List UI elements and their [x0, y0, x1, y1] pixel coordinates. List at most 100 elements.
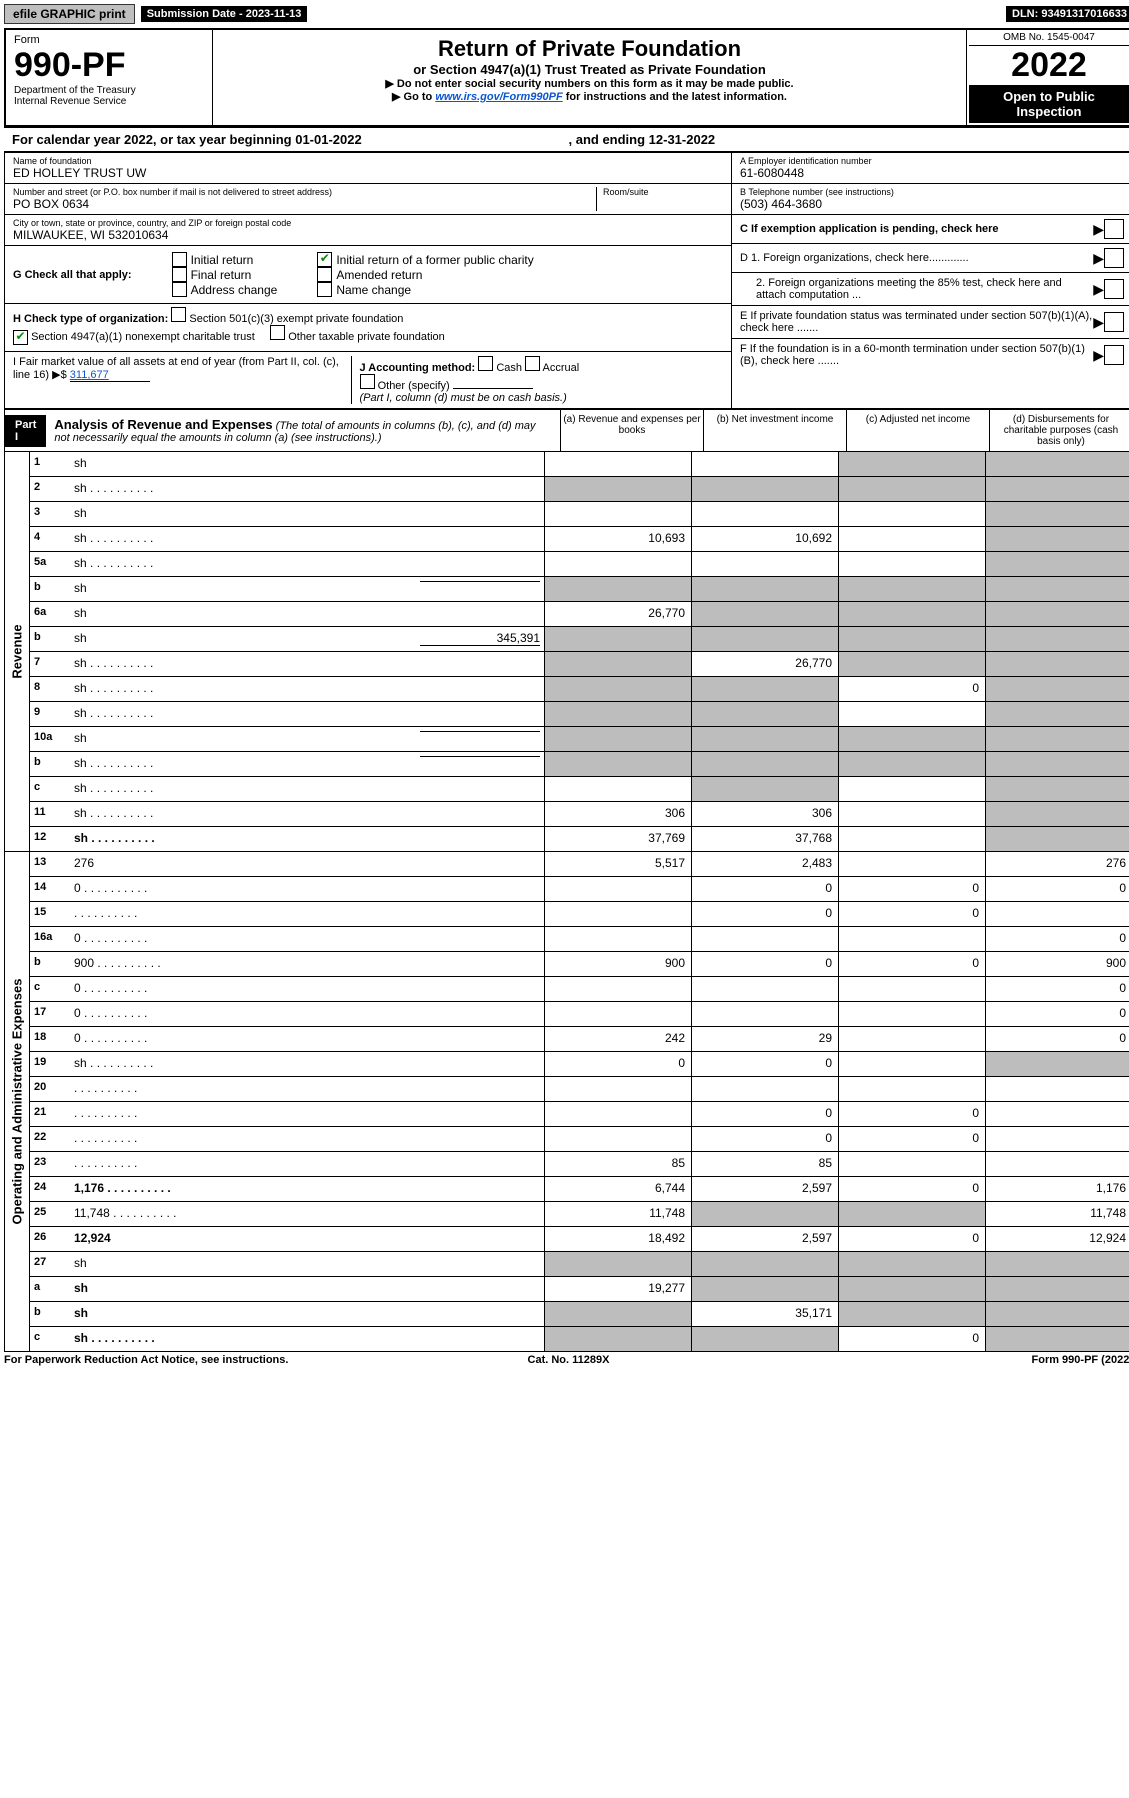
instructions-link[interactable]: www.irs.gov/Form990PF: [435, 91, 562, 103]
value-cell-a: [544, 552, 691, 576]
address-change-checkbox[interactable]: [172, 282, 187, 297]
instruction-1: ▶ Do not enter social security numbers o…: [219, 77, 960, 90]
value-cell-a: 10,693: [544, 527, 691, 551]
name-change-checkbox[interactable]: [317, 282, 332, 297]
accrual-checkbox[interactable]: [525, 356, 540, 371]
line-number: 5a: [30, 552, 70, 576]
table-row: 5ash: [30, 551, 1129, 576]
line-number: b: [30, 752, 70, 776]
amended-return-checkbox[interactable]: [317, 267, 332, 282]
line-description: [70, 1152, 544, 1176]
line-description: sh: [70, 527, 544, 551]
4947-checkbox[interactable]: ✔: [13, 330, 28, 345]
value-cell-a: 19,277: [544, 1277, 691, 1301]
line-number: 6a: [30, 602, 70, 626]
line-number: 17: [30, 1002, 70, 1026]
table-row: 2100: [30, 1101, 1129, 1126]
value-cell-a: [544, 1252, 691, 1276]
line-number: 7: [30, 652, 70, 676]
value-cell-d: 0: [985, 927, 1129, 951]
section-d2: 2. Foreign organizations meeting the 85%…: [732, 273, 1129, 306]
value-cell-a: [544, 977, 691, 1001]
table-row: 8sh0: [30, 676, 1129, 701]
value-cell-c: [838, 977, 985, 1001]
line-number: 9: [30, 702, 70, 726]
section-c: C If exemption application is pending, c…: [732, 215, 1129, 244]
value-cell-a: 18,492: [544, 1227, 691, 1251]
value-cell-b: [691, 1327, 838, 1351]
value-cell-a: 242: [544, 1027, 691, 1051]
value-cell-a: [544, 627, 691, 651]
value-cell-b: 29: [691, 1027, 838, 1051]
initial-return-checkbox[interactable]: [172, 252, 187, 267]
omb-number: OMB No. 1545-0047: [969, 32, 1129, 46]
table-row: 9sh: [30, 701, 1129, 726]
final-return-checkbox[interactable]: [172, 267, 187, 282]
value-cell-a: [544, 502, 691, 526]
value-cell-a: [544, 702, 691, 726]
line-number: 11: [30, 802, 70, 826]
foreign-85-checkbox[interactable]: [1104, 279, 1124, 299]
section-e: E If private foundation status was termi…: [732, 306, 1129, 339]
501c3-checkbox[interactable]: [171, 307, 186, 322]
line-number: b: [30, 577, 70, 601]
table-row: 19sh00: [30, 1051, 1129, 1076]
line-description: [70, 1077, 544, 1101]
value-cell-d: [985, 1252, 1129, 1276]
line-number: 18: [30, 1027, 70, 1051]
cash-checkbox[interactable]: [478, 356, 493, 371]
table-row: 238585: [30, 1151, 1129, 1176]
line-description: sh: [70, 602, 544, 626]
terminated-checkbox[interactable]: [1104, 312, 1124, 332]
value-cell-d: [985, 1077, 1129, 1101]
initial-former-checkbox[interactable]: ✔: [317, 252, 332, 267]
value-cell-b: [691, 752, 838, 776]
value-cell-d: 0: [985, 1027, 1129, 1051]
exemption-pending-checkbox[interactable]: [1104, 219, 1124, 239]
value-cell-d: [985, 452, 1129, 476]
line-number: 27: [30, 1252, 70, 1276]
value-cell-d: [985, 477, 1129, 501]
60month-checkbox[interactable]: [1104, 345, 1124, 365]
value-cell-a: [544, 677, 691, 701]
expenses-side-label: Operating and Administrative Expenses: [5, 852, 30, 1351]
value-cell-b: 37,768: [691, 827, 838, 851]
value-cell-c: [838, 452, 985, 476]
table-row: b90090000900: [30, 951, 1129, 976]
tax-year: 2022: [969, 46, 1129, 85]
efile-print-button[interactable]: efile GRAPHIC print: [4, 4, 135, 24]
line-number: 16a: [30, 927, 70, 951]
foreign-org-checkbox[interactable]: [1104, 248, 1124, 268]
other-method-checkbox[interactable]: [360, 374, 375, 389]
value-cell-d: [985, 1327, 1129, 1351]
line-description: sh: [70, 727, 544, 751]
value-cell-b: [691, 502, 838, 526]
line-number: 23: [30, 1152, 70, 1176]
table-row: csh: [30, 776, 1129, 801]
value-cell-d: [985, 777, 1129, 801]
value-cell-b: 35,171: [691, 1302, 838, 1326]
value-cell-a: [544, 902, 691, 926]
footer-form: Form 990-PF (2022): [757, 1354, 1129, 1366]
line-description: sh345,391: [70, 627, 544, 651]
value-cell-c: [838, 1202, 985, 1226]
other-taxable-checkbox[interactable]: [270, 325, 285, 340]
table-row: 1sh: [30, 452, 1129, 476]
value-cell-c: [838, 777, 985, 801]
col-a-header: (a) Revenue and expenses per books: [561, 410, 704, 451]
line-description: sh: [70, 702, 544, 726]
line-description: sh: [70, 752, 544, 776]
line-number: b: [30, 952, 70, 976]
value-cell-a: 26,770: [544, 602, 691, 626]
line-description: 0: [70, 877, 544, 901]
line-description: sh: [70, 677, 544, 701]
line-number: 19: [30, 1052, 70, 1076]
line-description: sh: [70, 1052, 544, 1076]
value-cell-d: [985, 1302, 1129, 1326]
section-g-row: G Check all that apply: Initial return F…: [5, 246, 731, 304]
table-row: ash19,277: [30, 1276, 1129, 1301]
line-number: 12: [30, 827, 70, 851]
value-cell-c: 0: [838, 1327, 985, 1351]
line-description: 0: [70, 927, 544, 951]
value-cell-c: [838, 577, 985, 601]
